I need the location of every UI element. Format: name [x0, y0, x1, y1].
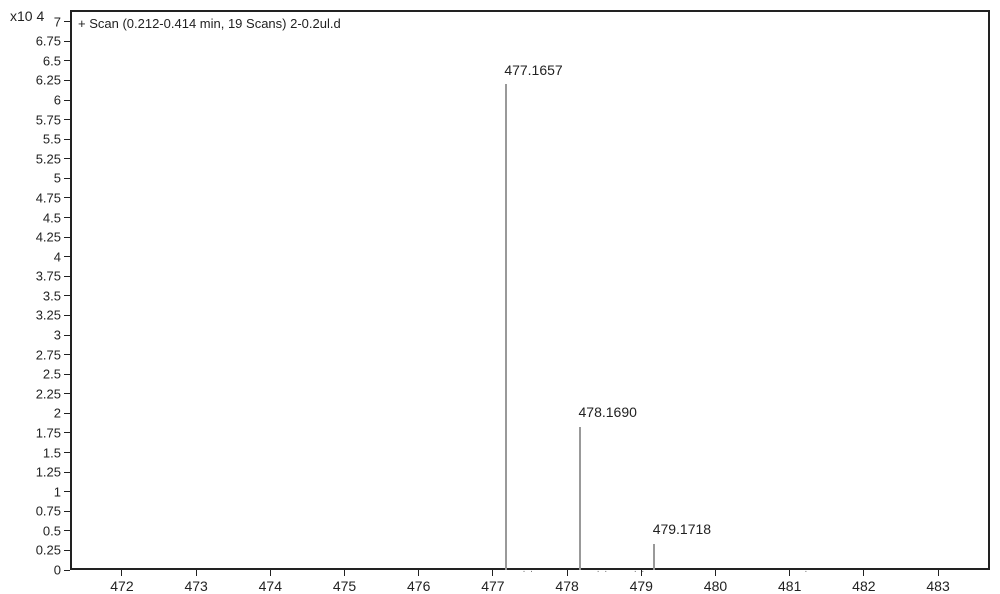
y-tick-label: 5.25: [36, 151, 61, 166]
y-tick-mark: [64, 413, 70, 414]
y-tick-mark: [64, 530, 70, 531]
x-tick-label: 480: [704, 578, 727, 594]
y-tick-mark: [64, 511, 70, 512]
y-tick-label: 5.5: [43, 132, 61, 147]
y-tick-mark: [64, 393, 70, 394]
y-tick-label: 2: [54, 406, 61, 421]
y-tick-label: 1: [54, 484, 61, 499]
y-tick-mark: [64, 158, 70, 159]
y-tick-label: 3.25: [36, 308, 61, 323]
x-tick-mark: [418, 570, 419, 576]
y-tick-mark: [64, 472, 70, 473]
y-tick-mark: [64, 237, 70, 238]
baseline-noise: . .: [597, 564, 608, 575]
baseline-noise: .: [805, 564, 809, 575]
y-tick-mark: [64, 432, 70, 433]
y-tick-label: 6.25: [36, 73, 61, 88]
y-tick-label: 0.25: [36, 543, 61, 558]
y-tick-label: 5: [54, 171, 61, 186]
y-tick-label: 6.5: [43, 53, 61, 68]
y-tick-label: 3.5: [43, 288, 61, 303]
y-tick-mark: [64, 550, 70, 551]
y-tick-mark: [64, 570, 70, 571]
y-tick-label: 1.5: [43, 445, 61, 460]
x-tick-label: 475: [333, 578, 356, 594]
baseline-noise: . .: [634, 564, 645, 575]
y-tick-mark: [64, 139, 70, 140]
y-tick-label: 0.75: [36, 504, 61, 519]
y-tick-mark: [64, 178, 70, 179]
y-tick-label: 4: [54, 249, 61, 264]
x-tick-mark: [344, 570, 345, 576]
y-tick-label: 3: [54, 328, 61, 343]
y-tick-label: 1.75: [36, 425, 61, 440]
y-exponent-label: x10 4: [10, 8, 44, 24]
peak-line: [579, 427, 581, 570]
peak-line: [505, 84, 507, 570]
y-tick-label: 6: [54, 93, 61, 108]
baseline-noise: . .: [523, 564, 534, 575]
plot-area: + Scan (0.212-0.414 min, 19 Scans) 2-0.2…: [70, 10, 990, 570]
x-tick-label: 483: [926, 578, 949, 594]
y-tick-mark: [64, 119, 70, 120]
y-tick-label: 3.75: [36, 269, 61, 284]
y-tick-mark: [64, 217, 70, 218]
x-tick-mark: [121, 570, 122, 576]
x-tick-label: 472: [110, 578, 133, 594]
y-tick-mark: [64, 21, 70, 22]
chart-title: + Scan (0.212-0.414 min, 19 Scans) 2-0.2…: [78, 16, 341, 31]
y-tick-mark: [64, 335, 70, 336]
y-tick-label: 4.75: [36, 190, 61, 205]
peak-label: 479.1718: [653, 521, 711, 537]
y-tick-mark: [64, 374, 70, 375]
x-tick-mark: [196, 570, 197, 576]
y-tick-label: 0.5: [43, 523, 61, 538]
x-tick-label: 476: [407, 578, 430, 594]
y-tick-label: 2.75: [36, 347, 61, 362]
x-tick-label: 473: [184, 578, 207, 594]
x-tick-mark: [863, 570, 864, 576]
y-tick-mark: [64, 315, 70, 316]
y-tick-mark: [64, 354, 70, 355]
x-tick-label: 477: [481, 578, 504, 594]
y-tick-mark: [64, 100, 70, 101]
x-tick-label: 474: [259, 578, 282, 594]
y-tick-mark: [64, 256, 70, 257]
x-tick-mark: [789, 570, 790, 576]
y-tick-label: 2.5: [43, 367, 61, 382]
y-tick-label: 5.75: [36, 112, 61, 127]
x-tick-mark: [938, 570, 939, 576]
y-tick-mark: [64, 60, 70, 61]
peak-label: 478.1690: [579, 404, 637, 420]
x-tick-mark: [567, 570, 568, 576]
x-tick-label: 482: [852, 578, 875, 594]
y-tick-mark: [64, 276, 70, 277]
peak-label: 477.1657: [504, 62, 562, 78]
x-tick-label: 479: [630, 578, 653, 594]
x-tick-mark: [492, 570, 493, 576]
y-tick-label: 6.75: [36, 34, 61, 49]
x-tick-label: 481: [778, 578, 801, 594]
x-tick-mark: [270, 570, 271, 576]
y-tick-mark: [64, 491, 70, 492]
y-tick-mark: [64, 197, 70, 198]
y-tick-label: 0: [54, 563, 61, 578]
y-tick-label: 4.25: [36, 230, 61, 245]
y-tick-label: 4.5: [43, 210, 61, 225]
mass-spectrum-chart: x10 4 + Scan (0.212-0.414 min, 19 Scans)…: [0, 0, 1000, 594]
y-tick-mark: [64, 295, 70, 296]
peak-line: [653, 544, 655, 570]
x-tick-mark: [715, 570, 716, 576]
y-tick-label: 7: [54, 14, 61, 29]
y-tick-label: 2.25: [36, 386, 61, 401]
x-tick-label: 478: [555, 578, 578, 594]
y-tick-mark: [64, 41, 70, 42]
y-tick-mark: [64, 452, 70, 453]
y-tick-label: 1.25: [36, 465, 61, 480]
y-tick-mark: [64, 80, 70, 81]
